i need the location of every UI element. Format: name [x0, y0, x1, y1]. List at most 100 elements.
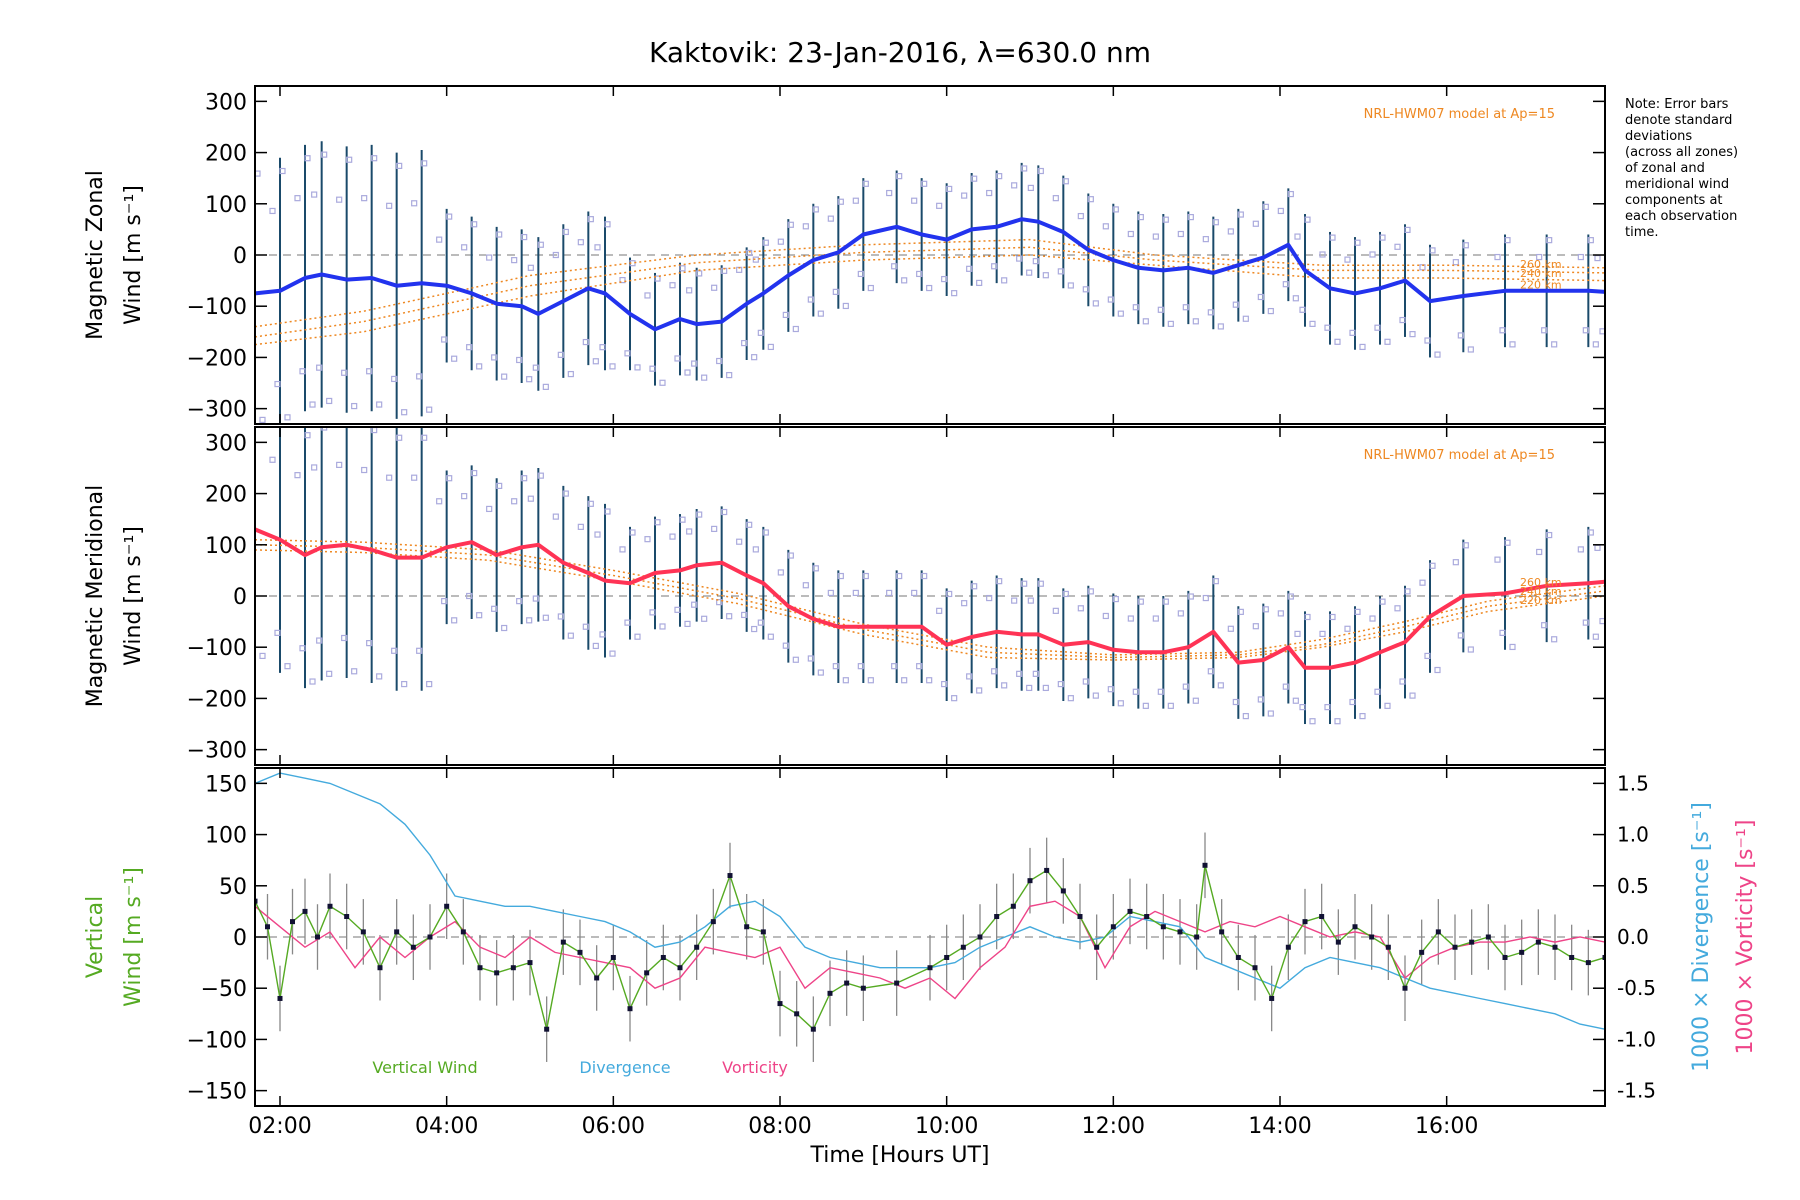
scatter-marker — [1287, 190, 1294, 198]
scatter-marker — [351, 402, 358, 410]
vertical-wind-point — [1194, 934, 1200, 940]
scatter-marker — [837, 572, 844, 580]
scatter-marker — [461, 244, 468, 251]
scatter-marker — [991, 263, 998, 270]
scatter-marker — [496, 231, 503, 238]
scatter-marker — [426, 680, 433, 688]
scatter-marker — [1032, 258, 1039, 265]
scatter-marker — [1546, 237, 1553, 244]
scatter-marker — [1384, 338, 1391, 345]
note-line: of zonal and — [1625, 161, 1705, 176]
scatter-marker — [1092, 300, 1099, 307]
scatter-marker — [391, 647, 398, 654]
scatter-marker — [1394, 243, 1401, 250]
scatter-marker — [1577, 253, 1584, 261]
scatter-marker — [669, 533, 676, 540]
scatter-marker — [604, 508, 611, 515]
scatter-marker — [274, 629, 281, 636]
scatter-marker — [441, 336, 448, 343]
scatter-marker — [936, 202, 943, 209]
scatter-marker — [762, 529, 769, 536]
scatter-marker — [649, 365, 656, 372]
scatter-marker — [746, 249, 753, 257]
scatter-marker — [1324, 324, 1331, 331]
vertical-wind-point — [1177, 929, 1183, 935]
scatter-marker — [1499, 629, 1506, 636]
scatter-marker — [1309, 320, 1316, 327]
y-tick-label: −200 — [187, 687, 247, 712]
vorticity-line — [255, 900, 1605, 1000]
scatter-marker — [711, 525, 718, 533]
scatter-marker — [577, 239, 584, 246]
model-label: NRL-HWM07 model at Ap=15 — [1364, 448, 1555, 463]
scatter-marker — [1582, 327, 1589, 334]
scatter-marker — [1592, 341, 1599, 348]
scatter-marker — [842, 302, 849, 310]
scatter-marker — [1062, 178, 1069, 185]
scatter-marker — [1359, 712, 1366, 720]
scatter-marker — [451, 617, 458, 624]
right-tick-label: -1.5 — [1617, 1079, 1656, 1103]
scatter-marker — [701, 374, 708, 381]
scatter-marker — [1232, 698, 1239, 706]
scatter-marker — [1117, 310, 1124, 317]
scatter-marker — [787, 221, 794, 228]
y-tick-label: 150 — [205, 772, 247, 797]
scatter-marker — [294, 472, 301, 479]
model-line — [255, 246, 1605, 338]
scatter-marker — [1132, 304, 1139, 311]
scatter-marker — [726, 613, 733, 620]
scatter-marker — [599, 344, 606, 351]
scatter-marker — [537, 472, 544, 479]
scatter-marker — [807, 296, 814, 303]
y-tick-label: 100 — [205, 824, 247, 849]
scatter-marker — [741, 611, 748, 619]
vertical-wind-point — [1319, 914, 1325, 920]
scatter-marker — [1057, 268, 1064, 275]
scatter-marker — [1011, 597, 1018, 604]
scatter-marker — [299, 368, 306, 375]
scatter-marker — [659, 623, 666, 630]
scatter-marker — [1334, 338, 1341, 345]
vertical-wind-point — [327, 903, 333, 909]
scatter-marker — [757, 619, 764, 626]
scatter-marker — [361, 195, 368, 202]
x-tick-label: 16:00 — [1415, 1114, 1478, 1139]
note-line: deviations — [1625, 129, 1692, 144]
scatter-marker — [386, 474, 393, 481]
scatter-marker — [832, 288, 839, 295]
vertical-wind-point — [1060, 888, 1066, 894]
scatter-marker — [1267, 710, 1274, 717]
scatter-marker — [1304, 613, 1311, 621]
scatter-marker — [1107, 686, 1114, 693]
vertical-wind-point — [1160, 924, 1166, 930]
scatter-marker — [966, 265, 973, 272]
scatter-marker — [326, 670, 333, 677]
scatter-marker — [279, 167, 286, 175]
scatter-marker — [996, 578, 1003, 585]
scatter-marker — [311, 464, 318, 471]
scatter-marker — [1167, 320, 1174, 327]
scatter-marker — [679, 265, 686, 272]
scatter-marker — [1592, 633, 1599, 640]
vertical-wind-point — [694, 944, 700, 950]
scatter-marker — [812, 565, 819, 572]
scatter-marker — [526, 617, 533, 624]
scatter-marker — [966, 673, 973, 680]
scatter-marker — [1021, 580, 1028, 587]
scatter-marker — [1359, 343, 1366, 351]
scatter-marker — [1399, 316, 1406, 324]
x-tick-label: 02:00 — [248, 1114, 311, 1139]
scatter-marker — [1334, 718, 1341, 725]
scatter-marker — [832, 663, 839, 670]
scatter-marker — [1354, 239, 1361, 246]
scatter-marker — [891, 263, 898, 270]
y-axis-label-line1: Magnetic Zonal — [83, 170, 108, 340]
scatter-marker — [886, 189, 893, 197]
figure-title: Kaktovik: 23-Jan-2016, λ=630.0 nm — [649, 36, 1151, 69]
note-line: each observation — [1625, 209, 1737, 224]
scatter-marker — [1001, 277, 1008, 284]
vertical-wind-point — [644, 970, 650, 976]
vertical-wind-point — [1269, 995, 1275, 1001]
scatter-marker — [684, 369, 691, 376]
